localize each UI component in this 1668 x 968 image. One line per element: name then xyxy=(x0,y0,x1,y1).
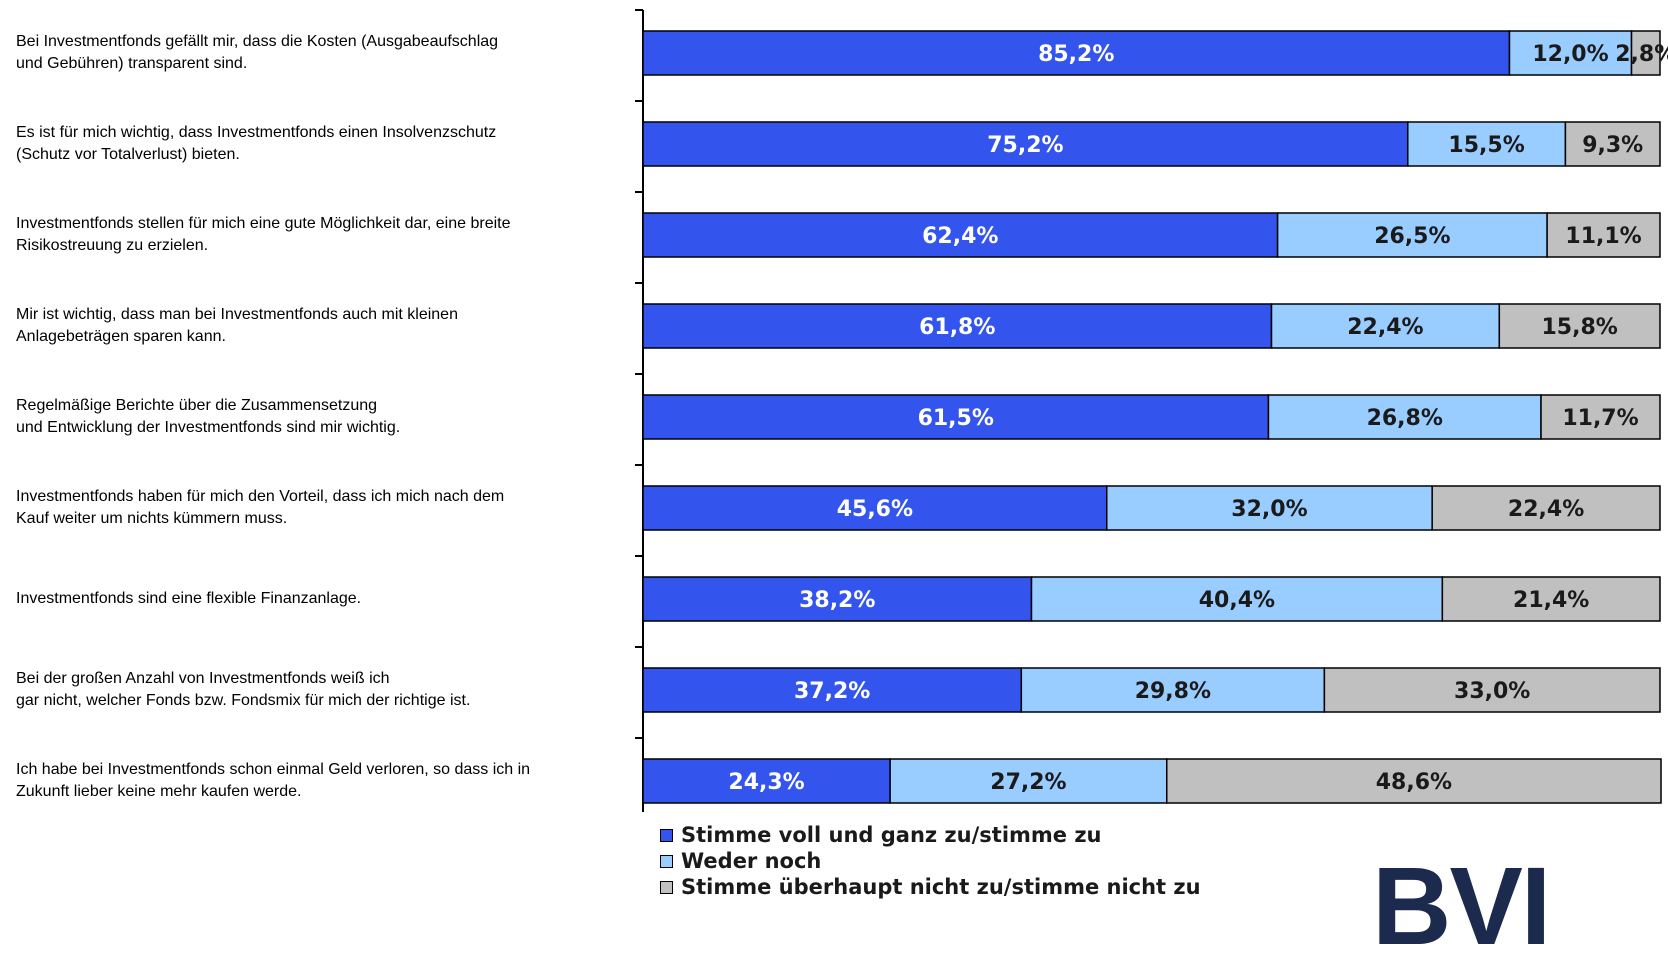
data-label: 9,3% xyxy=(1582,133,1643,158)
data-label: 61,5% xyxy=(918,406,994,431)
stacked-bar-chart: 85,2% 12,0% 2,8% 75,2% 15,5% 9,3% 62,4% 26,5% 11… xyxy=(635,9,1668,812)
bar-segment xyxy=(1441,576,1661,622)
legend-swatch xyxy=(660,828,673,842)
bar-segment xyxy=(1546,212,1661,258)
data-label: 15,5% xyxy=(1448,133,1524,158)
legend-item: Stimme voll und ganz zu/stimme zu xyxy=(660,822,1201,848)
data-label: 12,0% xyxy=(1532,42,1608,67)
legend-label: Stimme voll und ganz zu/stimme zu xyxy=(681,823,1102,847)
data-label: 38,2% xyxy=(799,588,875,613)
bar-segment xyxy=(1498,303,1661,349)
data-label: 22,4% xyxy=(1347,315,1423,340)
bar-segments xyxy=(642,30,1662,804)
bar-segment xyxy=(1630,30,1661,76)
data-label: 27,2% xyxy=(990,770,1066,795)
data-label: 37,2% xyxy=(794,679,870,704)
data-label: 11,1% xyxy=(1565,224,1641,249)
data-label: 62,4% xyxy=(922,224,998,249)
data-label: 85,2% xyxy=(1038,42,1114,67)
data-label: 29,8% xyxy=(1135,679,1211,704)
category-label: Investmentfonds haben für mich den Vorte… xyxy=(16,488,505,527)
category-label: Es ist für mich wichtig, dass Investment… xyxy=(16,124,497,163)
category-label: Regelmäßige Berichte über die Zusammense… xyxy=(16,397,401,436)
data-label: 22,4% xyxy=(1508,497,1584,522)
data-label: 75,2% xyxy=(987,133,1063,158)
category-label: Ich habe bei Investmentfonds schon einma… xyxy=(16,761,531,800)
legend-item: Weder noch xyxy=(660,848,1201,874)
legend-swatch xyxy=(660,854,673,868)
category-label: Mir ist wichtig, dass man bei Investment… xyxy=(16,306,458,345)
bar-segment xyxy=(1270,303,1501,349)
legend-label: Weder noch xyxy=(681,849,822,873)
bar-segment xyxy=(1564,121,1661,167)
bvi-logo: BVI xyxy=(1372,845,1551,968)
bar-segment xyxy=(1166,758,1662,804)
legend-item: Stimme überhaupt nicht zu/stimme nicht z… xyxy=(660,874,1201,900)
bar-segment xyxy=(642,212,1279,258)
bar-segment xyxy=(1323,667,1661,713)
data-label: 24,3% xyxy=(728,770,804,795)
category-label: Investmentfonds stellen für mich eine gu… xyxy=(16,215,511,254)
bar-segment xyxy=(889,758,1168,804)
data-label: 26,5% xyxy=(1374,224,1450,249)
data-label: 15,8% xyxy=(1541,315,1617,340)
data-label: 61,8% xyxy=(919,315,995,340)
category-label: Investmentfonds sind eine flexible Finan… xyxy=(16,590,362,607)
bar-segment xyxy=(1540,394,1661,440)
bar-segment xyxy=(1276,212,1548,258)
bar-segment xyxy=(642,758,891,804)
bar-segment xyxy=(1267,394,1542,440)
bar-segment xyxy=(1407,121,1567,167)
data-label: 11,7% xyxy=(1562,406,1638,431)
bar-segment xyxy=(1030,576,1444,622)
category-label: Bei der großen Anzahl von Investmentfond… xyxy=(16,670,471,709)
bar-segment xyxy=(642,121,1409,167)
bar-segment xyxy=(642,576,1033,622)
bar-segment xyxy=(1431,485,1661,531)
legend: Stimme voll und ganz zu/stimme zu Weder … xyxy=(660,822,1201,900)
bar-segment xyxy=(642,303,1273,349)
data-label: 45,6% xyxy=(837,497,913,522)
bar-segment xyxy=(1508,30,1633,76)
category-label: Bei Investmentfonds gefällt mir, dass di… xyxy=(16,33,499,72)
y-axis xyxy=(635,9,644,812)
bar-segment xyxy=(642,394,1270,440)
data-label: 21,4% xyxy=(1513,588,1589,613)
data-label: 33,0% xyxy=(1454,679,1530,704)
bar-segment xyxy=(642,485,1108,531)
data-label: 32,0% xyxy=(1231,497,1307,522)
data-label: 26,8% xyxy=(1367,406,1443,431)
legend-label: Stimme überhaupt nicht zu/stimme nicht z… xyxy=(681,875,1201,899)
data-labels: 85,2% 12,0% 2,8% 75,2% 15,5% 9,3% 62,4% 26,5% 11… xyxy=(728,42,1668,795)
data-label: 48,6% xyxy=(1376,770,1452,795)
data-label: 2,8% xyxy=(1615,42,1668,67)
data-label: 40,4% xyxy=(1199,588,1275,613)
legend-swatch xyxy=(660,880,673,894)
bar-segment xyxy=(1106,485,1433,531)
